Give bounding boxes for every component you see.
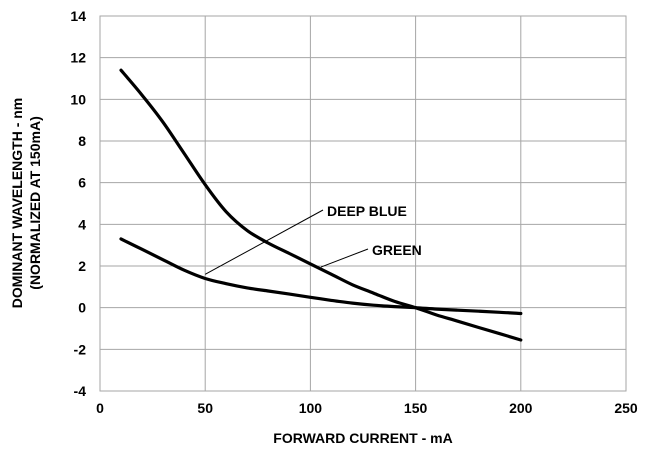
series-line-green	[119, 68, 523, 342]
annotation-label-green: GREEN	[372, 242, 422, 258]
y-tick-label: 2	[78, 258, 86, 274]
x-tick-labels: 0 50 100 150 200 250	[96, 400, 638, 416]
annotation-leader-green	[320, 248, 369, 268]
annotations: DEEP BLUE GREEN	[204, 203, 422, 275]
y-axis-title-line1: DOMINANT WAVELENGTH - nm	[9, 98, 25, 309]
y-tick-label: 14	[70, 8, 86, 24]
y-tick-label: 10	[70, 91, 86, 107]
plot-frame	[99, 15, 627, 392]
y-tick-label: -2	[74, 341, 87, 357]
y-tick-label: 0	[78, 300, 86, 316]
y-axis-title-line2: (NORMALIZED AT 150mA)	[27, 116, 43, 289]
annotation-leader-deep-blue	[204, 209, 324, 275]
x-tick-label: 250	[614, 400, 638, 416]
y-tick-label: 6	[78, 175, 86, 191]
x-tick-label: 0	[96, 400, 104, 416]
x-tick-label: 150	[404, 400, 428, 416]
y-tick-label: -4	[74, 383, 87, 399]
series-line-deep-blue	[119, 237, 523, 316]
x-tick-label: 200	[509, 400, 533, 416]
series-lines	[119, 68, 523, 342]
annotation-label-deep-blue: DEEP BLUE	[327, 203, 407, 219]
y-tick-labels: -4 -2 0 2 4 6 8 10 12 14	[70, 8, 86, 399]
y-tick-label: 8	[78, 133, 86, 149]
y-tick-label: 12	[70, 50, 86, 66]
x-axis-title: FORWARD CURRENT - mA	[273, 430, 452, 446]
y-tick-label: 4	[78, 216, 86, 232]
x-tick-label: 50	[197, 400, 213, 416]
x-tick-label: 100	[299, 400, 323, 416]
